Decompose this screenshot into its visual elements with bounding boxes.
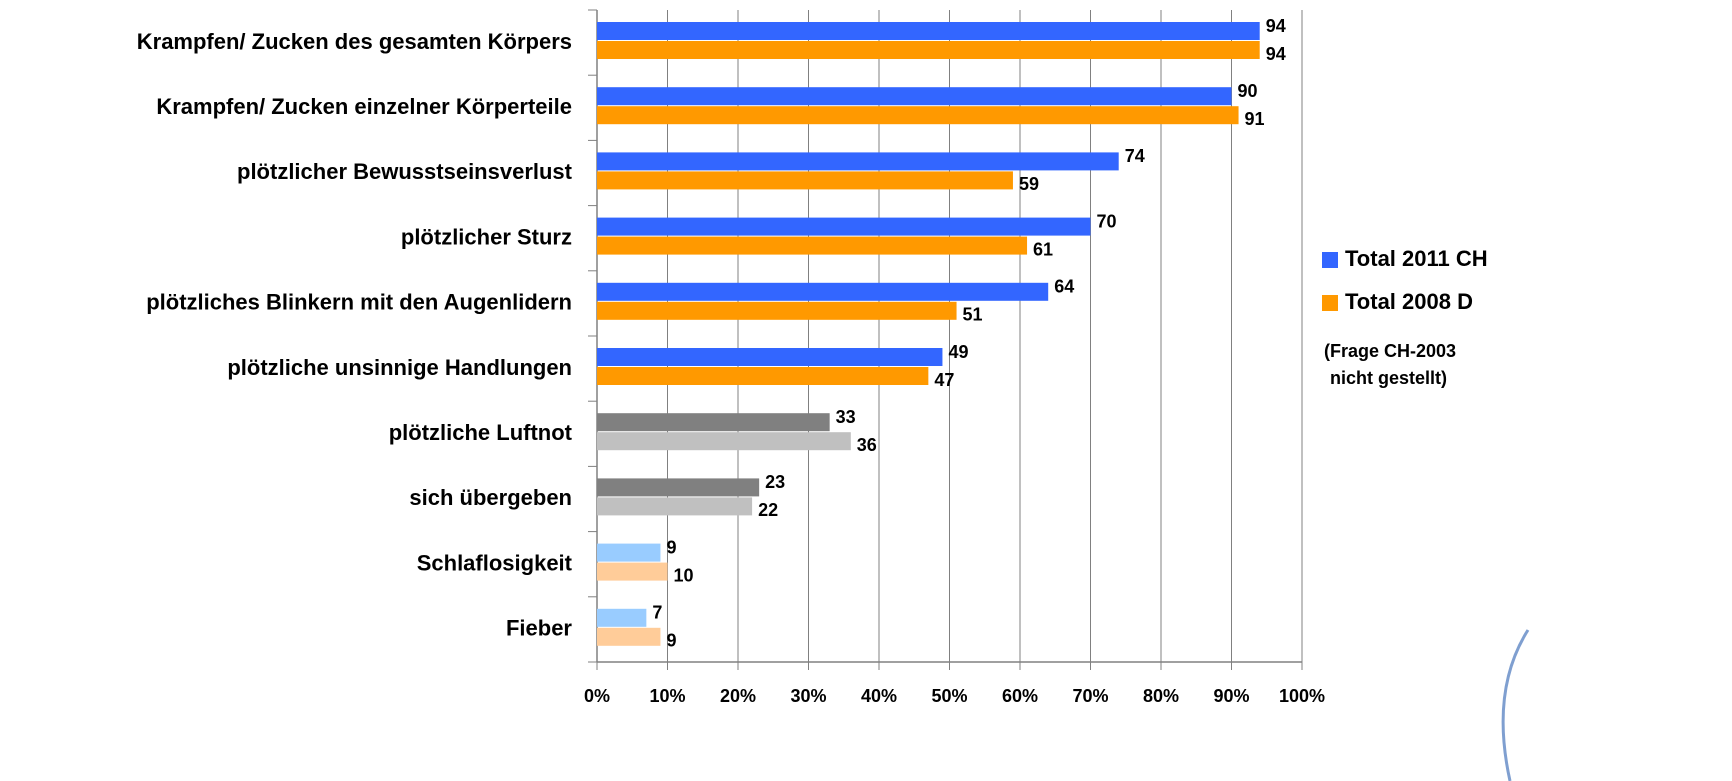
- note: (Frage CH-2003: [1324, 341, 1456, 361]
- bar: [597, 236, 1028, 255]
- x-tick-label: 40%: [861, 686, 897, 706]
- bar: [597, 543, 661, 562]
- data-label: 51: [963, 305, 983, 325]
- bar: [597, 22, 1260, 40]
- bar: [597, 608, 647, 627]
- data-label: 94: [1266, 44, 1286, 64]
- data-label: 74: [1125, 146, 1145, 166]
- data-label: 33: [836, 407, 856, 427]
- note: nicht gestellt): [1330, 368, 1447, 388]
- data-label: 36: [857, 435, 877, 455]
- bar: [597, 432, 851, 451]
- data-label: 10: [674, 565, 694, 585]
- data-label: 23: [765, 472, 785, 492]
- y-tick-label: plötzliches Blinkern mit den Augenlidern: [146, 290, 572, 315]
- x-tick-label: 100%: [1279, 686, 1325, 706]
- data-label: 59: [1019, 174, 1039, 194]
- x-tick-label: 20%: [720, 686, 756, 706]
- y-tick-label: plötzliche Luftnot: [389, 420, 573, 445]
- bar: [597, 282, 1049, 301]
- bar: [597, 217, 1091, 236]
- y-tick-label: Schlaflosigkeit: [417, 550, 573, 575]
- data-label: 91: [1245, 109, 1265, 129]
- bar: [597, 301, 957, 320]
- data-label: 9: [666, 631, 676, 651]
- data-label: 90: [1238, 81, 1258, 101]
- x-tick-label: 10%: [649, 686, 685, 706]
- data-label: 22: [758, 500, 778, 520]
- logo-arc: [1501, 629, 1530, 781]
- bar: [597, 152, 1119, 171]
- bar: [597, 367, 929, 385]
- bar: [597, 41, 1260, 59]
- x-tick-label: 0%: [584, 686, 610, 706]
- data-label: 7: [652, 603, 662, 623]
- x-tick-label: 30%: [790, 686, 826, 706]
- y-tick-label: plötzlicher Sturz: [401, 224, 572, 249]
- data-label: 9: [666, 537, 676, 557]
- bar: [597, 497, 753, 516]
- y-tick-label: sich übergeben: [409, 485, 572, 510]
- bar: [597, 171, 1013, 190]
- bar: [597, 413, 830, 432]
- data-label: 94: [1266, 16, 1286, 36]
- bar: [597, 87, 1232, 106]
- x-tick-label: 50%: [931, 686, 967, 706]
- data-label: 49: [948, 342, 968, 362]
- x-tick-label: 90%: [1213, 686, 1249, 706]
- legend-label: Total 2008 D: [1345, 289, 1473, 314]
- y-tick-label: plötzliche unsinnige Handlungen: [227, 355, 572, 380]
- y-tick-label: plötzlicher Bewusstseinsverlust: [237, 159, 573, 184]
- data-label: 70: [1097, 211, 1117, 231]
- data-label: 47: [934, 370, 954, 390]
- bar: [597, 562, 668, 581]
- x-tick-label: 60%: [1002, 686, 1038, 706]
- data-label: 64: [1054, 277, 1074, 297]
- x-tick-label: 80%: [1143, 686, 1179, 706]
- bar: [597, 478, 760, 497]
- legend-label: Total 2011 CH: [1345, 246, 1488, 271]
- y-tick-label: Krampfen/ Zucken einzelner Körperteile: [156, 94, 572, 119]
- legend-swatch: [1322, 295, 1338, 311]
- legend-swatch: [1322, 252, 1338, 268]
- bar: [597, 106, 1239, 125]
- bar: [597, 627, 661, 646]
- y-tick-label: Fieber: [506, 616, 572, 641]
- x-tick-label: 70%: [1072, 686, 1108, 706]
- data-label: 61: [1033, 239, 1053, 259]
- y-tick-label: Krampfen/ Zucken des gesamten Körpers: [137, 29, 572, 54]
- bar: [597, 348, 943, 366]
